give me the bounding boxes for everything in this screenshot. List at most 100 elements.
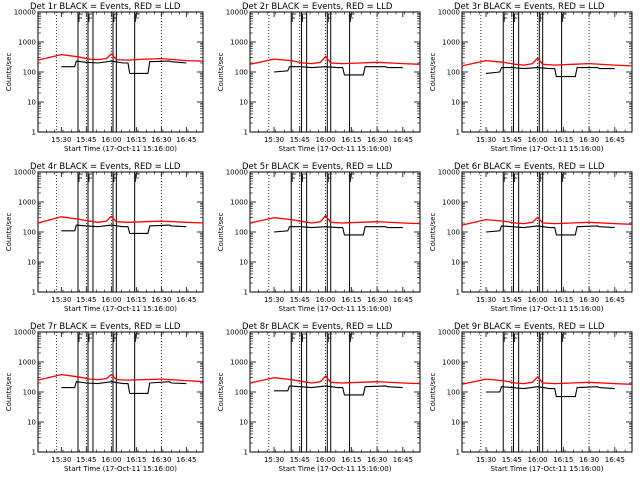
series-line-lld [461,57,633,67]
annotation-mark [514,13,519,22]
y-tick-label: 100 [23,389,36,397]
x-tick-label: 15:45 [502,456,522,464]
x-tick-label: 16:00 [315,456,335,464]
annotation-mark [78,13,83,22]
annotation-mark [562,333,567,342]
panel-title: Det 5r BLACK = Events, RED = LLD [242,162,393,172]
panel-title: Det 2r BLACK = Events, RED = LLD [242,2,393,12]
annotation-mark [302,13,307,22]
annotation-mark [503,333,509,342]
x-tick-label: 16:30 [151,296,171,304]
y-tick-label: 10 [239,259,248,267]
x-tick-label: 16:45 [176,296,196,304]
annotation-mark [539,333,545,342]
y-tick-label: 1 [244,129,248,137]
annotation-mark [514,173,519,182]
x-tick-label: 15:30 [51,136,71,144]
series-line-lld [461,216,633,226]
annotation-mark [113,13,118,22]
panel-det-2: Det 2r BLACK = Events, RED = LLD 1 10 100 10… [217,2,421,153]
y-tick-label: 1 [244,289,248,297]
annotation-mark [302,173,307,182]
y-tick-label: 100 [447,229,460,237]
y-tick-label: 10000 [226,9,248,17]
x-tick-label: 16:00 [315,296,335,304]
y-tick-label: 10 [451,259,460,267]
y-tick-label: 10000 [438,329,460,337]
annotation-mark [78,333,83,342]
x-tick-label: 16:45 [393,296,413,304]
x-tick-label: 15:45 [76,296,96,304]
x-axis-label: Start Time (17-Oct-11 15:16:00) [279,305,392,313]
panel-title: Det 6r BLACK = Events, RED = LLD [454,162,605,172]
x-tick-label: 16:45 [605,296,625,304]
y-tick-label: 1 [244,449,248,457]
x-tick-label: 16:15 [341,456,361,464]
panel-det-4: Det 4r BLACK = Events, RED = LLD 1 10 100 10… [5,162,204,313]
annotation-mark [350,13,355,22]
y-tick-label: 100 [235,69,248,77]
x-tick-label: 16:45 [176,456,196,464]
plot-frame [37,11,204,133]
x-tick-label: 16:15 [126,136,146,144]
x-tick-label: 15:45 [76,456,96,464]
annotation-mark [113,333,118,342]
annotation-mark [350,173,355,182]
annotation-mark [503,173,509,182]
x-tick-label: 15:45 [502,136,522,144]
x-tick-label: 16:00 [527,136,547,144]
y-axis-label: Counts/sec [429,53,437,92]
x-tick-label: 15:30 [264,296,284,304]
series-line-events [273,66,403,76]
x-tick-label: 15:45 [76,136,96,144]
y-tick-label: 10 [27,419,36,427]
y-tick-label: 1000 [230,39,248,47]
x-tick-label: 16:30 [579,136,599,144]
panel-det-3: Det 3r BLACK = Events, RED = LLD 1 10 100 10… [429,2,633,153]
y-tick-label: 10000 [438,169,460,177]
y-tick-label: 100 [447,69,460,77]
x-tick-label: 16:30 [367,456,387,464]
y-axis-label: Counts/sec [217,213,225,252]
x-axis-label: Start Time (17-Oct-11 15:16:00) [64,305,177,313]
x-tick-label: 16:30 [579,296,599,304]
x-tick-label: 16:30 [151,136,171,144]
x-tick-label: 16:00 [101,136,121,144]
y-tick-label: 1 [456,129,460,137]
panel-title: Det 4r BLACK = Events, RED = LLD [30,162,181,172]
y-tick-label: 10 [451,419,460,427]
annotation-mark [88,13,93,22]
series-line-events [274,385,403,396]
x-tick-label: 16:45 [605,136,625,144]
annotation-mark [135,13,140,22]
plot-frame [461,11,633,133]
plot-frame [249,331,421,453]
x-tick-label: 15:30 [476,456,496,464]
annotation-mark [514,333,519,342]
x-axis-label: Start Time (17-Oct-11 15:16:00) [491,145,604,153]
y-tick-label: 10 [27,259,36,267]
x-tick-label: 16:15 [553,456,573,464]
y-tick-label: 1000 [230,199,248,207]
series-line-lld [37,53,204,62]
y-tick-label: 1000 [18,39,36,47]
y-tick-label: 10 [239,419,248,427]
y-axis-label: Counts/sec [429,213,437,252]
x-tick-label: 15:30 [476,136,496,144]
annotation-mark [350,333,355,342]
x-tick-label: 16:15 [341,136,361,144]
series-line-events [61,381,187,394]
plot-frame [37,331,204,453]
annotation-mark [88,333,93,342]
annotation-mark [562,13,567,22]
x-tick-label: 15:30 [264,136,284,144]
series-line-events [61,60,187,74]
annotation-mark [539,13,545,22]
annotation-mark [291,13,297,22]
panel-det-5: Det 5r BLACK = Events, RED = LLD 1 10 100 10… [217,162,421,313]
x-tick-label: 15:30 [51,456,71,464]
annotation-mark [327,173,333,182]
x-tick-label: 16:30 [367,136,387,144]
x-axis-label: Start Time (17-Oct-11 15:16:00) [491,465,604,473]
y-tick-label: 1 [32,289,36,297]
